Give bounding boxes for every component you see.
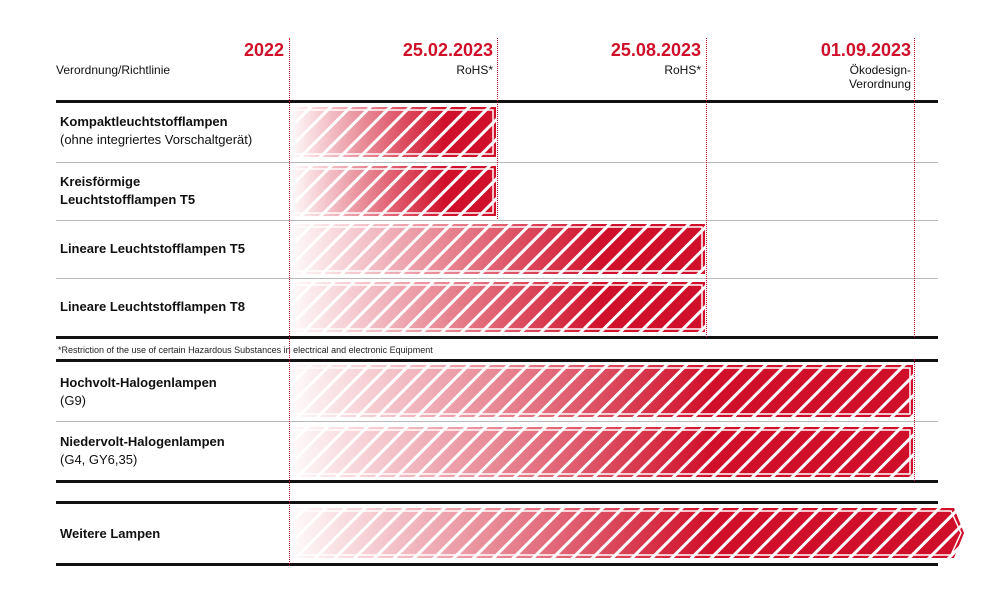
bar-5 bbox=[290, 365, 913, 417]
date-25-02-2023: 25.02.2023 bbox=[402, 40, 493, 60]
bar-4 bbox=[290, 282, 705, 332]
guide-25-08-2023 bbox=[706, 38, 707, 337]
date-note-rohs-2: RoHS* bbox=[664, 63, 701, 77]
date-2022: 2022 bbox=[243, 40, 284, 60]
bar-6 bbox=[290, 427, 913, 477]
section-rule bbox=[56, 336, 938, 339]
row-label-hochvolt: Hochvolt-Halogenlampen (G9) bbox=[60, 375, 217, 408]
column-header-label: Verordnung/Richtlinie bbox=[56, 63, 171, 77]
guide-01-09-2023-lower bbox=[914, 359, 915, 481]
row-label-weitere: Weitere Lampen bbox=[60, 526, 161, 541]
footnote: *Restriction of the use of certain Hazar… bbox=[58, 345, 433, 355]
date-note-oekodesign: Ökodesign- Verordnung bbox=[848, 63, 911, 91]
row-divider bbox=[56, 421, 938, 422]
row-label-linear-t5: Lineare Leuchtstofflampen T5 bbox=[60, 241, 245, 256]
guide-2022 bbox=[289, 38, 290, 566]
row-label-niedervolt: Niedervolt-Halogenlampen (G4, GY6,35) bbox=[60, 434, 225, 467]
date-note-rohs-1: RoHS* bbox=[456, 63, 493, 77]
row-label-kompakt: Kompaktleuchtstofflampen (ohne integrier… bbox=[60, 114, 253, 147]
row-divider bbox=[56, 220, 938, 221]
section-rule bbox=[56, 501, 938, 504]
guide-01-09-2023-upper bbox=[914, 38, 915, 337]
bar-2 bbox=[290, 166, 496, 216]
row-divider bbox=[56, 278, 938, 279]
bar-3 bbox=[290, 224, 705, 274]
section-rule bbox=[56, 480, 938, 483]
bar-7 bbox=[290, 508, 964, 558]
row-label-linear-t8: Lineare Leuchtstofflampen T8 bbox=[60, 299, 245, 314]
section-rule bbox=[56, 359, 938, 362]
guide-25-02-2023 bbox=[497, 38, 498, 219]
date-01-09-2023: 01.09.2023 bbox=[820, 40, 911, 60]
row-label-kreisfoermig: Kreisförmige Leuchtstofflampen T5 bbox=[60, 174, 196, 207]
bottom-rule bbox=[56, 563, 938, 566]
date-25-08-2023: 25.08.2023 bbox=[610, 40, 701, 60]
bar-1 bbox=[290, 107, 496, 157]
